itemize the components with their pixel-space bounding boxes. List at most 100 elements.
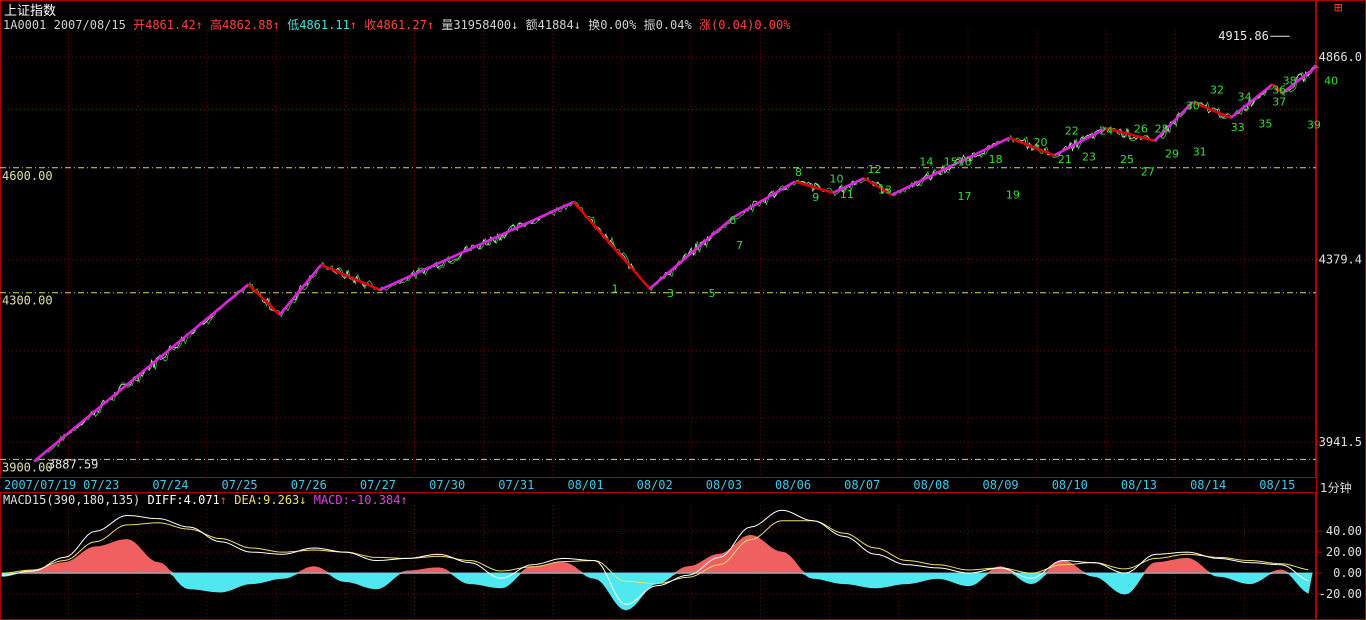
turnover-label: 换 <box>588 18 601 32</box>
wave-label: 27 <box>1141 165 1155 178</box>
open-label: 开 <box>133 18 146 32</box>
arrow-down-icon: ↓ <box>299 493 307 507</box>
dea-value: 9.263 <box>263 493 300 507</box>
date-tick-label: 08/02 <box>637 478 673 492</box>
wave-label: 16 <box>957 156 971 169</box>
main-chart-frame <box>0 0 1316 478</box>
window-toggle-icon[interactable]: ⊞ <box>1334 0 1343 16</box>
volume-label: 量 <box>441 18 454 32</box>
index-title: 上证指数 <box>4 4 57 19</box>
dea-label: DEA: <box>234 493 264 507</box>
zigzag-segment <box>572 201 651 290</box>
zigzag-segment <box>1053 127 1107 157</box>
arrow-up-icon: ↑ <box>400 493 408 507</box>
zigzag-segment <box>1271 83 1284 94</box>
date-tick-label: 07/31 <box>498 478 534 492</box>
wave-label: 11 <box>840 188 854 201</box>
low-annotation: 3887.59 <box>48 458 99 472</box>
wave-label: 19 <box>1006 189 1020 202</box>
date-tick-label: 07/27 <box>360 478 396 492</box>
wave-label: 20 <box>1034 136 1048 149</box>
diff-value: 4.071 <box>183 493 220 507</box>
date-tick-label: 08/14 <box>1190 478 1226 492</box>
zigzag-segment <box>33 283 250 463</box>
wave-label: 30 <box>1186 99 1200 112</box>
wave-label: 3 <box>667 287 674 300</box>
date-tick-label: 08/10 <box>1052 478 1088 492</box>
arrow-up-icon: ↑ <box>349 18 358 32</box>
wave-label: 26 <box>1134 122 1148 135</box>
wave-label: 12 <box>868 163 882 176</box>
macd-info-bar: MACD15(390,180,135) DIFF:4.071↑ DEA:9.26… <box>3 493 408 507</box>
amplitude-value: 0.04% <box>655 18 692 32</box>
wave-label: 33 <box>1231 121 1245 134</box>
close-value: 4861.27 <box>376 18 427 32</box>
wave-label: 39 <box>1307 119 1321 132</box>
zigzag-segment <box>1153 101 1194 142</box>
right-axis-label: 4866.0 <box>1319 50 1362 64</box>
wave-label: 1 <box>612 283 619 296</box>
open-value: 4861.42 <box>145 18 196 32</box>
high-value: 4862.88 <box>222 18 273 32</box>
macd-axis-label: -20.00 <box>1319 587 1362 601</box>
macd-params: MACD15(390,180,135) <box>3 493 141 507</box>
wave-label: 6 <box>729 214 736 227</box>
wave-label: 25 <box>1120 153 1134 166</box>
macd-histogram-negative <box>1 572 1313 611</box>
zigzag-segment <box>1230 83 1274 119</box>
zigzag-segment <box>863 177 893 196</box>
price-series-white <box>33 65 1318 462</box>
wave-label: 32 <box>1210 84 1224 97</box>
wave-label: 23 <box>1082 150 1096 163</box>
wave-label: 34 <box>1238 90 1252 103</box>
level-label: 4600.00 <box>2 169 53 183</box>
wave-label: 18 <box>989 153 1003 166</box>
close-label: 收 <box>364 18 377 32</box>
arrow-down-icon: ↓ <box>573 18 581 32</box>
zigzag-segment <box>247 283 281 316</box>
right-axis-label: 3941.5 <box>1319 435 1362 449</box>
date-tick-label: 08/03 <box>706 478 742 492</box>
date-tick-label: 07/26 <box>291 478 327 492</box>
high-label: 高 <box>210 18 223 32</box>
date-tick-label: 08/08 <box>913 478 949 492</box>
date-tick-label: 08/07 <box>844 478 880 492</box>
wave-label: 7 <box>736 239 743 252</box>
zigzag-segment <box>732 180 796 219</box>
date-tick-label: 07/24 <box>152 478 188 492</box>
date-tick-label: 07/23 <box>83 478 119 492</box>
zigzag-segment <box>1192 100 1232 119</box>
macd-value: -10.384 <box>349 493 401 507</box>
wave-label: 36 <box>1272 84 1286 97</box>
date-tick-label: 08/01 <box>567 478 603 492</box>
high-annotation: 4915.86 <box>1218 29 1269 43</box>
date-tick-label: 08/06 <box>775 478 811 492</box>
low-value: 4861.11 <box>299 18 350 32</box>
date-tick-label: 08/15 <box>1259 478 1295 492</box>
macd-axis-label: 20.00 <box>1326 545 1362 559</box>
date-tick-label: 07/30 <box>429 478 465 492</box>
macd-axis-label: 40.00 <box>1326 524 1362 538</box>
level-label: 3900.00 <box>2 460 53 474</box>
amount-value: 41884 <box>537 18 574 32</box>
date-tick-label: 08/09 <box>983 478 1019 492</box>
timeframe-selector[interactable]: 1分钟 <box>1320 481 1352 495</box>
wave-label: 24 <box>1099 124 1113 137</box>
quote-date: 2007/08/15 <box>53 18 126 32</box>
wave-label: 15 <box>944 156 958 169</box>
right-axis-label: 4379.4 <box>1319 253 1362 267</box>
zigzag-segment <box>648 216 734 290</box>
zigzag-segment <box>278 263 323 316</box>
wave-label: 21 <box>1058 153 1072 166</box>
volume-value: 31958400 <box>453 18 512 32</box>
macd-label: MACD: <box>313 493 350 507</box>
diff-line <box>1 509 1309 606</box>
amount-label: 额 <box>525 18 538 32</box>
change-label: 涨 <box>698 18 711 32</box>
level-label: 4300.00 <box>2 294 53 308</box>
zigzag-segment <box>832 177 865 194</box>
date-tick-label: 07/25 <box>222 478 258 492</box>
wave-label: 10 <box>829 172 843 185</box>
wave-label: 9 <box>812 191 819 204</box>
